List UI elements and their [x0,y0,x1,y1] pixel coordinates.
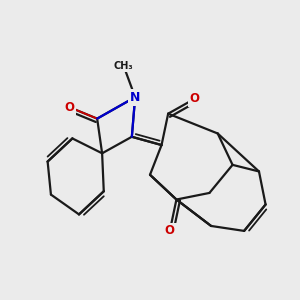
Text: CH₃: CH₃ [114,61,134,71]
Text: O: O [190,92,200,105]
Text: N: N [130,91,140,104]
Text: O: O [64,100,74,114]
Text: O: O [165,224,175,237]
